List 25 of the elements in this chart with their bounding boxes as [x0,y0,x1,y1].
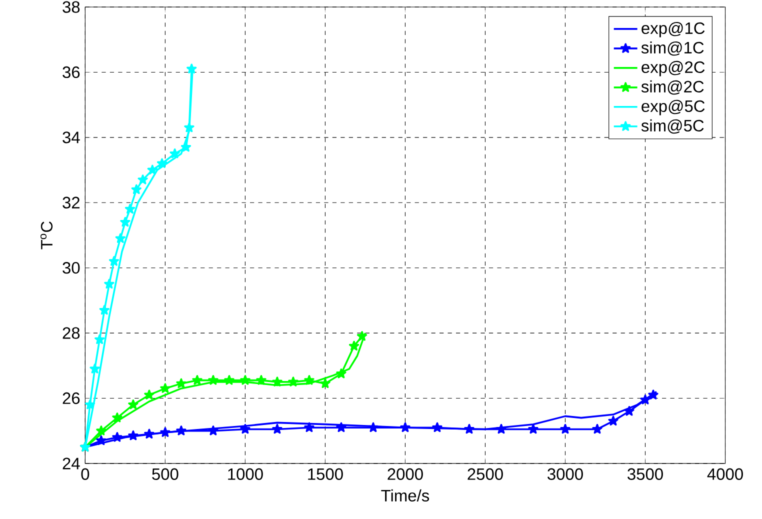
legend-label: exp@1C [642,22,705,38]
x-tick-label: 3000 [548,468,583,480]
y-tick-label: 24 [62,458,80,470]
y-tick-label: 30 [62,262,80,274]
y-tick-label: 38 [62,1,80,14]
legend-label: sim@5C [641,120,704,134]
x-tick-label: 1000 [228,468,263,480]
legend-label: exp@5C [642,100,705,116]
x-tick-label: 4000 [707,468,743,480]
y-tick-label: 28 [62,327,80,340]
x-tick-label: 500 [152,468,178,480]
x-tick-label: 2500 [468,468,503,480]
y-tick-label: 36 [62,66,80,78]
y-tick-label: 34 [62,132,80,144]
legend-label: sim@1C [641,42,704,56]
x-tick-label: 2000 [388,468,423,480]
y-tick-label: 32 [62,197,80,209]
y-axis-title: T$^{o}$C [40,222,53,250]
x-tick-label: 3500 [628,468,663,480]
x-tick-label: 1500 [308,468,343,480]
x-axis-title: Time/s [381,490,430,502]
x-tick-label: 0 [81,468,90,480]
legend-label: exp@2C [642,61,705,77]
legend-label: sim@2C [641,80,704,95]
y-tick-label: 26 [62,392,80,404]
